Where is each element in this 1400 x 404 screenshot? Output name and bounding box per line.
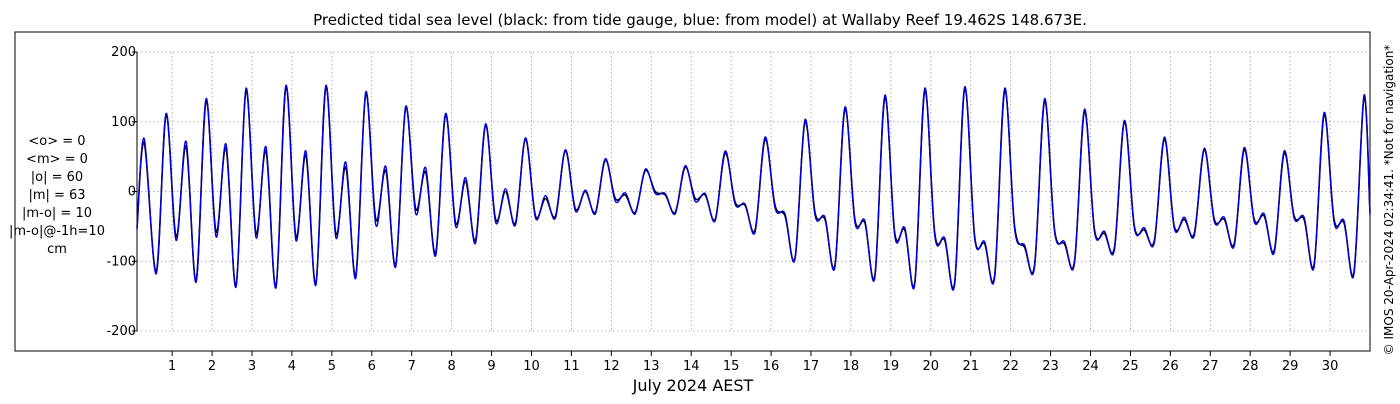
y-tick-label: -200 [106, 324, 136, 339]
x-tick-label: 4 [288, 359, 296, 374]
stat-abs-m: |m| = 63 [28, 188, 85, 203]
x-tick-label: 15 [723, 359, 740, 374]
stats-box: <o> = 0 <m> = 0 |o| = 60 |m| = 63 |m-o| … [9, 134, 105, 257]
x-tick-label: 6 [368, 359, 376, 374]
y-tick-label: 200 [111, 45, 136, 60]
x-tick-label: 30 [1322, 359, 1339, 374]
stat-abs-o: |o| = 60 [31, 170, 83, 185]
x-tick-label: 29 [1282, 359, 1299, 374]
x-tick-label: 22 [1002, 359, 1019, 374]
stat-abs-diff: |m-o| = 10 [22, 206, 92, 221]
x-tick-label: 14 [683, 359, 700, 374]
x-tick-label: 12 [603, 359, 620, 374]
x-tick-label: 1 [168, 359, 176, 374]
grid-lines [137, 51, 1370, 332]
x-tick-label: 11 [563, 359, 580, 374]
x-tick-label: 8 [447, 359, 455, 374]
x-tick-label: 23 [1042, 359, 1059, 374]
x-axis: 1 2 3 4 5 6 7 8 9 10 11 12 13 14 15 16 17 18 19 20 21 22 23 24 2… [168, 351, 1338, 374]
x-tick-label: 27 [1202, 359, 1219, 374]
stat-mean-o: <o> = 0 [28, 134, 85, 149]
x-tick-label: 7 [408, 359, 416, 374]
x-tick-label: 18 [843, 359, 860, 374]
stat-mean-m: <m> = 0 [26, 152, 88, 167]
watermark: © IMOS 20-Apr-2024 02:34:41. *Not for na… [1382, 45, 1396, 356]
x-tick-label: 19 [883, 359, 900, 374]
y-tick-label: 100 [111, 115, 136, 130]
x-tick-label: 5 [328, 359, 336, 374]
x-tick-label: 25 [1122, 359, 1139, 374]
x-tick-label: 26 [1162, 359, 1179, 374]
y-tick-label: -100 [106, 254, 136, 269]
x-tick-label: 28 [1242, 359, 1259, 374]
x-tick-label: 13 [643, 359, 660, 374]
x-tick-label: 21 [962, 359, 979, 374]
x-tick-label: 3 [248, 359, 256, 374]
x-tick-label: 10 [523, 359, 540, 374]
x-tick-label: 20 [923, 359, 940, 374]
x-tick-label: 2 [208, 359, 216, 374]
chart-title: Predicted tidal sea level (black: from t… [313, 11, 1087, 29]
gauge-series-line [136, 86, 1371, 290]
stat-unit: cm [47, 242, 67, 257]
series-layer [136, 84, 1371, 291]
x-tick-label: 16 [763, 359, 780, 374]
x-tick-label: 24 [1082, 359, 1099, 374]
y-tick-label: 0 [128, 185, 136, 200]
y-axis: -200 -100 0 100 200 [106, 45, 138, 339]
model-series-line [136, 84, 1371, 291]
x-axis-label: July 2024 AEST [632, 376, 754, 395]
stat-abs-diff-lag: |m-o|@-1h=10 [9, 224, 105, 239]
x-tick-label: 9 [487, 359, 495, 374]
x-tick-label: 17 [803, 359, 820, 374]
